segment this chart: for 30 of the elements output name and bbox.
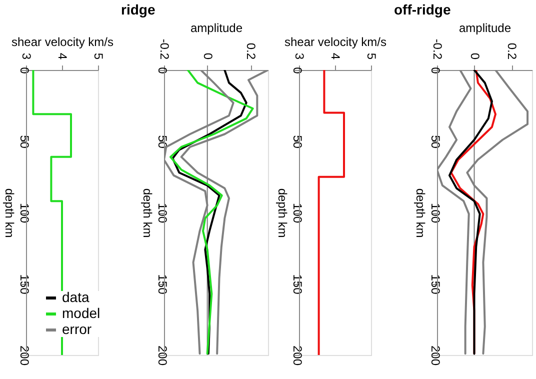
x-tick-label: 3 [20,52,34,60]
legend-label: data [62,289,90,305]
x-axis-title: shear velocity km/s [284,34,387,49]
y-axis-title: depth km [2,188,16,238]
x-tick-label: -0.2 [430,38,444,60]
y-axis-title: depth km [140,188,154,238]
line-series [318,70,345,355]
x-tick-label: 4 [56,52,70,60]
x-tick-label: 3 [292,52,306,60]
legend-label: error [62,321,92,337]
x-tick-label: 5 [92,52,106,60]
x-axis-title: shear velocity km/s [11,34,114,49]
x-axis-title: amplitude [190,20,243,35]
x-tick-label: 4 [328,52,342,60]
chart-title: ridge [121,1,156,18]
y-tick-label: 200 [18,345,32,366]
legend-label: model [62,305,100,321]
y-tick-label: 200 [428,345,442,366]
y-tick-label: 200 [156,345,170,366]
y-tick-label: 200 [290,345,304,366]
x-axis-title: amplitude [458,20,512,35]
chart-title: off-ridge [394,1,451,18]
x-tick-label: 5 [364,52,378,60]
y-axis-title: depth km [414,188,428,238]
x-tick-label: -0.2 [158,38,172,60]
x-tick-label: 0.2 [244,42,258,60]
y-axis-title: depth km [276,188,290,238]
x-tick-label: 0.2 [505,42,520,60]
x-tick-label: 0 [468,52,482,60]
x-tick-label: 0 [200,52,215,60]
